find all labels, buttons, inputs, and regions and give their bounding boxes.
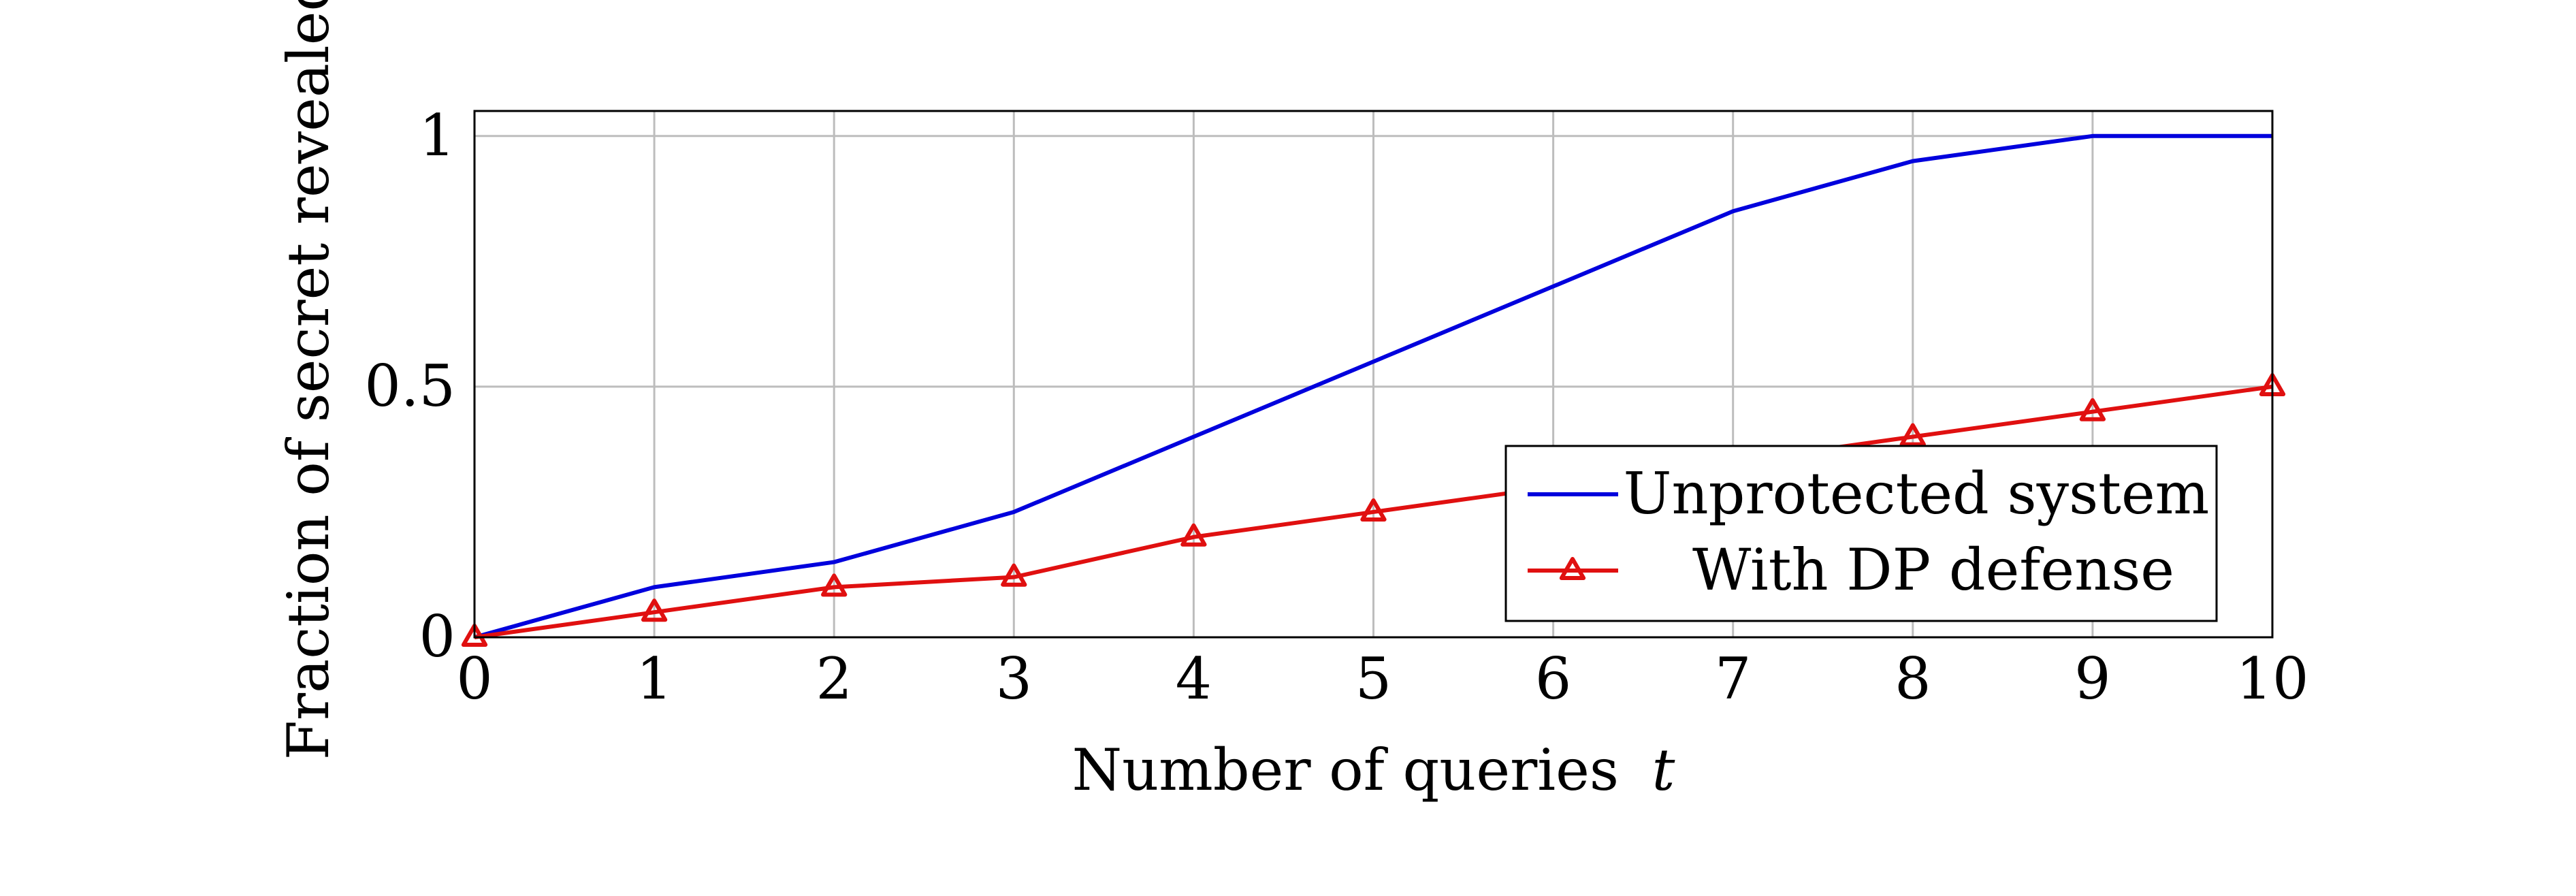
x-tick-label: 2 [816, 645, 852, 712]
x-tick-label: 4 [1176, 645, 1212, 712]
x-tick-label: 7 [1715, 645, 1751, 712]
x-axis-label-variable: t [1652, 737, 1675, 803]
x-tick-label: 6 [1535, 645, 1571, 712]
data-point-marker [461, 624, 488, 647]
data-point-marker [1360, 498, 1387, 522]
data-point-marker [2079, 398, 2106, 421]
x-axis-label-text: Number of queries [1072, 737, 1619, 803]
data-point-marker [641, 598, 668, 622]
x-tick-label: 3 [996, 645, 1032, 712]
legend-marker [1559, 557, 1586, 581]
data-point-marker [1001, 563, 1027, 587]
data-point-marker [1899, 423, 1926, 447]
x-tick-label: 8 [1895, 645, 1931, 712]
legend: Unprotected system With DP defense [1504, 445, 2218, 622]
series-line [474, 384, 2273, 639]
x-tick-label: 10 [2236, 645, 2309, 712]
legend-label: Unprotected system [1624, 460, 2210, 527]
data-point-marker [821, 573, 848, 597]
x-tick-label: 0 [456, 645, 492, 712]
tick-labels: 0 1 2 3 4 5 6 7 8 9 10 0 0.5 1 [364, 102, 2308, 712]
x-tick-label: 1 [636, 645, 672, 712]
y-tick-label: 1 [419, 102, 455, 169]
legend-item: Unprotected system [1528, 460, 2209, 527]
x-axis-label: Number of queries t [1072, 737, 1675, 803]
legend-box [1504, 445, 2218, 622]
series-line [474, 133, 2272, 639]
axes-frame [473, 110, 2274, 639]
y-tick-label: 0 [419, 603, 455, 670]
legend-item: With DP defense [1528, 537, 2174, 603]
x-tick-label: 9 [2074, 645, 2110, 712]
data-point-marker [1180, 523, 1207, 547]
y-axis-label: Fraction of secret revealed [275, 0, 342, 760]
series-0 [474, 133, 2272, 639]
y-tick-label: 0.5 [364, 353, 455, 419]
x-tick-label: 5 [1355, 645, 1391, 712]
legend-label: With DP defense [1692, 537, 2174, 603]
